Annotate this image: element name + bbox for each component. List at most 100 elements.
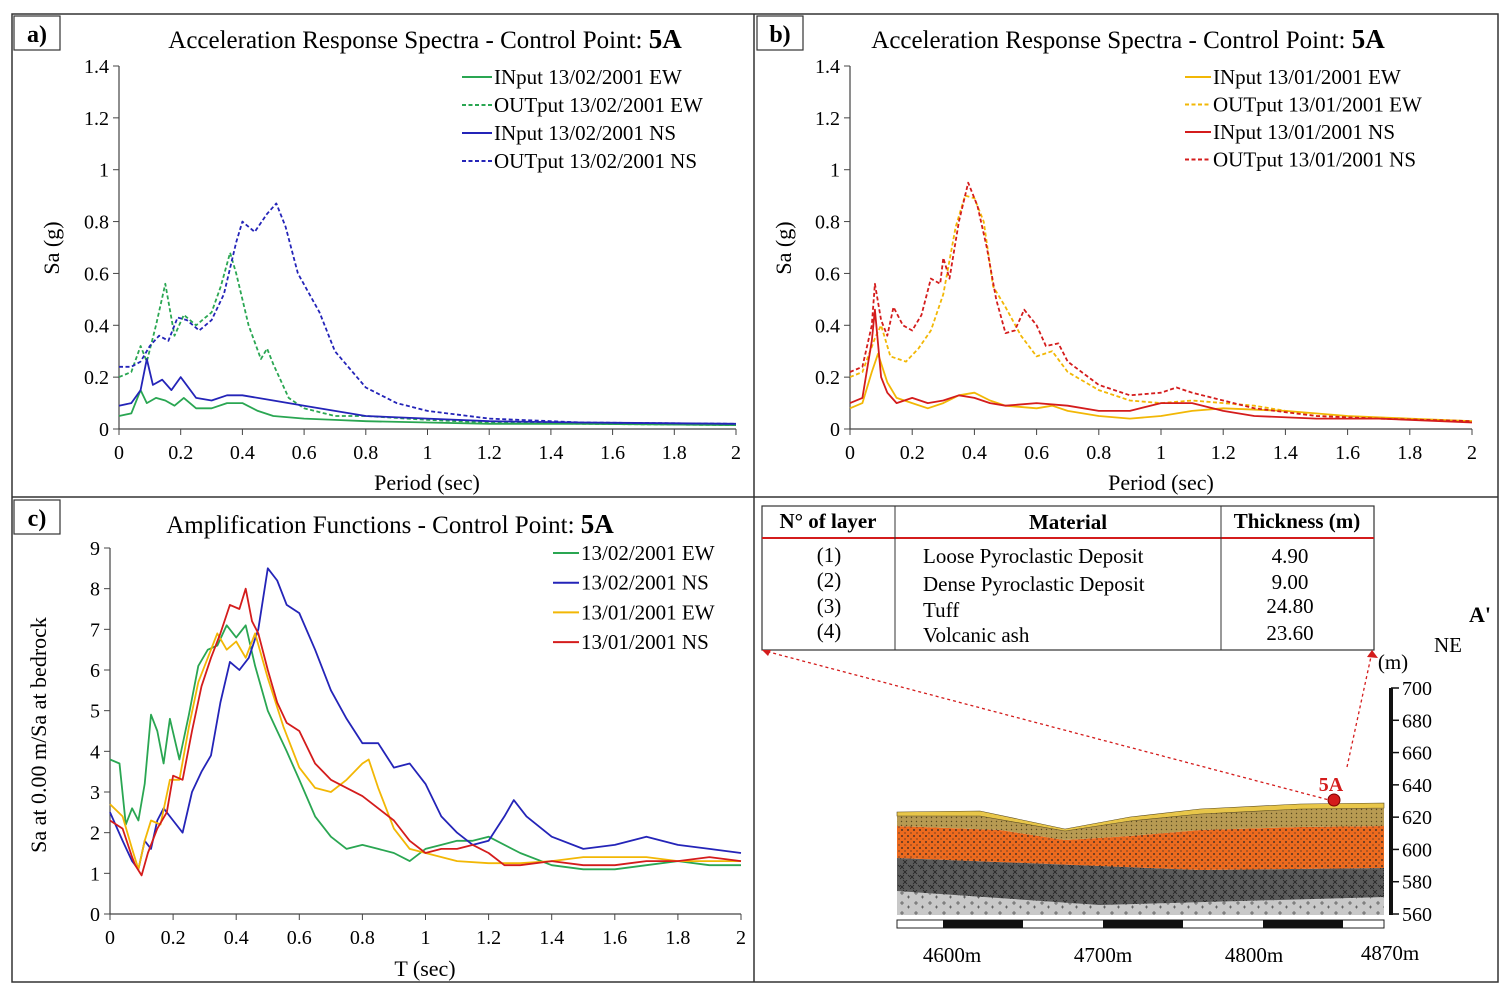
y-tick-label: 1	[90, 863, 100, 885]
x-tick-label: 1.4	[538, 442, 563, 464]
y-tick-label: 1	[99, 160, 109, 182]
x-tick-label: 2	[736, 927, 746, 949]
panel-b-axes: 0 0.2 0.4 0.6 0.8 1 1.2 1.4 1.6 1.8 2 0 0.2 0.4 0.6 0.8…	[815, 56, 1477, 464]
x-tick-label: 1.6	[602, 927, 627, 949]
panel-a-chart: a) Acceleration Response Spectra - Contr…	[13, 15, 741, 495]
series-line-1	[849, 352, 1473, 423]
legend-label: INput 13/02/2001 EW	[494, 65, 682, 89]
panel-c-xlabel: T (sec)	[394, 956, 455, 981]
elevation-tick-label: 680	[1402, 710, 1432, 732]
elevation-tick-label: 580	[1402, 872, 1432, 894]
elevation-tick-label: 600	[1402, 839, 1432, 861]
panel-b-xlabel: Period (sec)	[1108, 470, 1214, 495]
elevation-tick-label: 560	[1402, 904, 1432, 926]
distance-label: 4600m	[923, 943, 981, 967]
x-tick-label: 1.6	[1335, 442, 1360, 464]
x-tick-label: 0.6	[287, 927, 312, 949]
legend-label: OUTput 13/02/2001 EW	[494, 93, 703, 117]
table-row: (2) Dense Pyroclastic Deposit 9.00	[817, 568, 1309, 596]
panel-c-ylabel: Sa at 0.00 m/Sa at bedrock	[26, 617, 51, 853]
elevation-tick-label: 700	[1402, 678, 1432, 700]
series-line-3	[118, 358, 737, 425]
y-tick-label: 0.8	[84, 212, 109, 234]
leader-line-left	[764, 650, 1334, 802]
x-tick-label: 0.4	[962, 442, 987, 464]
series-line-2	[849, 194, 1473, 423]
panel-b-title-prefix: Acceleration Response Spectra - Control …	[871, 27, 1351, 54]
table-cell-material: Tuff	[923, 598, 959, 622]
panel-b-label-box	[756, 15, 804, 51]
panel-c-chart: c) Amplification Functions - Control Poi…	[13, 499, 746, 981]
table-header-material: Material	[1029, 510, 1107, 534]
y-tick-label: 0.2	[84, 367, 109, 389]
x-tick-label: 1.8	[665, 927, 690, 949]
series-line-2	[118, 251, 737, 426]
legend-label: INput 13/01/2001 NS	[1213, 120, 1395, 144]
x-tick-label: 0.2	[900, 442, 925, 464]
panel-c-title-prefix: Amplification Functions - Control Point:	[166, 512, 581, 539]
x-tick-label: 1.8	[662, 442, 687, 464]
x-tick-label: 1	[1156, 442, 1166, 464]
legend-label: OUTput 13/02/2001 NS	[494, 149, 697, 173]
panel-a-label-box	[13, 15, 61, 51]
x-tick-label: 0.8	[350, 927, 375, 949]
panel-c-label: c)	[28, 506, 47, 532]
y-tick-label: 0.8	[815, 212, 840, 234]
y-tick-label: 1.2	[84, 108, 109, 130]
leader-arrow-left	[762, 650, 771, 656]
panel-c-label-box	[13, 499, 61, 535]
panel-b-label: b)	[769, 22, 790, 48]
y-tick-label: 0	[90, 904, 100, 926]
y-tick-label: 3	[90, 782, 100, 804]
distance-label: 4800m	[1225, 943, 1283, 967]
x-tick-label: 2	[1467, 442, 1477, 464]
x-tick-label: 1.2	[476, 927, 501, 949]
leader-arrow-right	[1367, 650, 1378, 658]
y-tick-label: 0.6	[815, 263, 840, 285]
x-tick-label: 1.2	[477, 442, 502, 464]
x-tick-label: 0.4	[224, 927, 249, 949]
layer-1-surface	[896, 802, 1385, 832]
table-cell-thickness: 4.90	[1272, 544, 1309, 568]
panel-c-title: Amplification Functions - Control Point:…	[166, 509, 614, 539]
y-tick-label: 1.2	[815, 108, 840, 130]
series-line-1	[118, 389, 737, 426]
table-cell-thickness: 24.80	[1266, 594, 1313, 618]
panel-b-title: Acceleration Response Spectra - Control …	[871, 24, 1385, 54]
panel-a-title-point: 5A	[649, 24, 683, 54]
panel-a-title: Acceleration Response Spectra - Control …	[168, 24, 682, 54]
control-point-label: 5A	[1319, 774, 1344, 796]
scale-bar-segment	[943, 920, 1023, 928]
layer-4-pattern	[897, 858, 1384, 905]
table-row: (1) Loose Pyroclastic Deposit 4.90	[817, 543, 1309, 568]
y-tick-label: 1.4	[815, 56, 840, 78]
x-tick-label: 1.8	[1397, 442, 1422, 464]
x-tick-label: 1	[423, 442, 433, 464]
y-tick-label: 0.4	[815, 315, 840, 337]
x-tick-label: 1.4	[539, 927, 564, 949]
panel-a-legend: INput 13/02/2001 EW OUTput 13/02/2001 EW I…	[462, 65, 703, 173]
panel-b-chart: b) Acceleration Response Spectra - Contr…	[756, 15, 1477, 495]
table-cell-layer: (2)	[817, 568, 842, 592]
table-cell-layer: (1)	[817, 543, 842, 567]
series-line-4	[119, 202, 737, 425]
panel-a-title-prefix: Acceleration Response Spectra - Control …	[168, 27, 648, 54]
table-header-thickness: Thickness (m)	[1234, 509, 1361, 533]
y-tick-label: 0	[99, 419, 109, 441]
scale-bar-segment	[1103, 920, 1183, 928]
y-tick-label: 8	[90, 579, 100, 601]
legend-label: 13/02/2001 EW	[581, 541, 715, 565]
x-tick-label: 0.6	[1024, 442, 1049, 464]
panel-d-cross-section: N° of layer Material Thickness (m) (1) L…	[761, 505, 1491, 967]
panel-b-ylabel: Sa (g)	[771, 221, 796, 274]
table-cell-material: Dense Pyroclastic Deposit	[923, 572, 1145, 596]
x-tick-label: 1.6	[600, 442, 625, 464]
legend-label: OUTput 13/01/2001 NS	[1213, 148, 1416, 172]
panel-a-series	[118, 202, 737, 426]
x-tick-label: 0.8	[353, 442, 378, 464]
table-cell-layer: (4)	[817, 619, 842, 643]
series-line-2	[109, 567, 742, 871]
elevation-tick-label: 620	[1402, 807, 1432, 829]
legend-label: INput 13/01/2001 EW	[1213, 65, 1401, 89]
panel-c-axes: 0 0.2 0.4 0.6 0.8 1 1.2 1.4 1.6 1.8 2 0 1 2 3 4 5 6 7 8 9	[90, 538, 746, 949]
